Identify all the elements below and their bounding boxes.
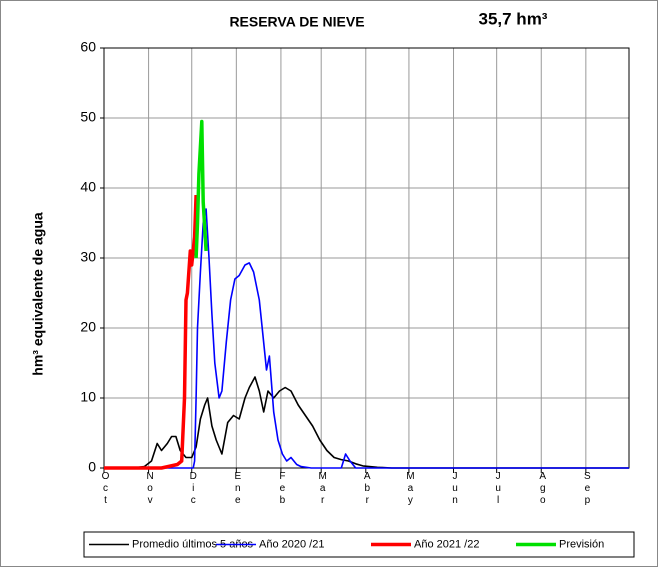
y-tick-label: 30: [80, 249, 96, 265]
legend-box: [83, 531, 635, 558]
x-tick-label: Jul: [492, 471, 504, 507]
y-tick-label: 50: [80, 109, 96, 125]
x-tick-label: Sep: [581, 471, 593, 507]
legend-label: Año 2020 /21: [259, 538, 324, 550]
current-value: 35,7 hm³: [479, 9, 548, 28]
x-tick-label: May: [404, 471, 416, 507]
series-line: [194, 119, 208, 259]
series-line: [104, 376, 629, 469]
x-tick-label: Ago: [537, 471, 549, 507]
x-tick-label: Mar: [317, 471, 329, 507]
x-tick-label: Oct: [100, 471, 111, 507]
y-tick-label: 0: [88, 459, 96, 475]
x-tick-label: Ene: [232, 471, 244, 507]
x-tick-label: Nov: [144, 471, 156, 507]
legend-label: Previsión: [559, 538, 604, 550]
x-tick-label: Feb: [276, 471, 288, 507]
legend-label: Año 2021 /22: [414, 538, 479, 550]
chart-title: RESERVA DE NIEVE: [229, 14, 364, 30]
y-tick-label: 10: [80, 389, 96, 405]
y-tick-label: 40: [80, 179, 96, 195]
series-line: [104, 208, 629, 469]
y-tick-label: 60: [80, 39, 96, 55]
legend-label: Promedio últimos 5 años: [132, 538, 254, 550]
series-line: [104, 194, 198, 470]
x-tick-label: Abr: [361, 471, 373, 507]
x-tick-label: Dic: [187, 471, 199, 507]
x-tick-label: Jun: [449, 471, 461, 507]
y-tick-label: 20: [80, 319, 96, 335]
y-axis-label: hm³ equivalente de agua: [30, 212, 46, 376]
